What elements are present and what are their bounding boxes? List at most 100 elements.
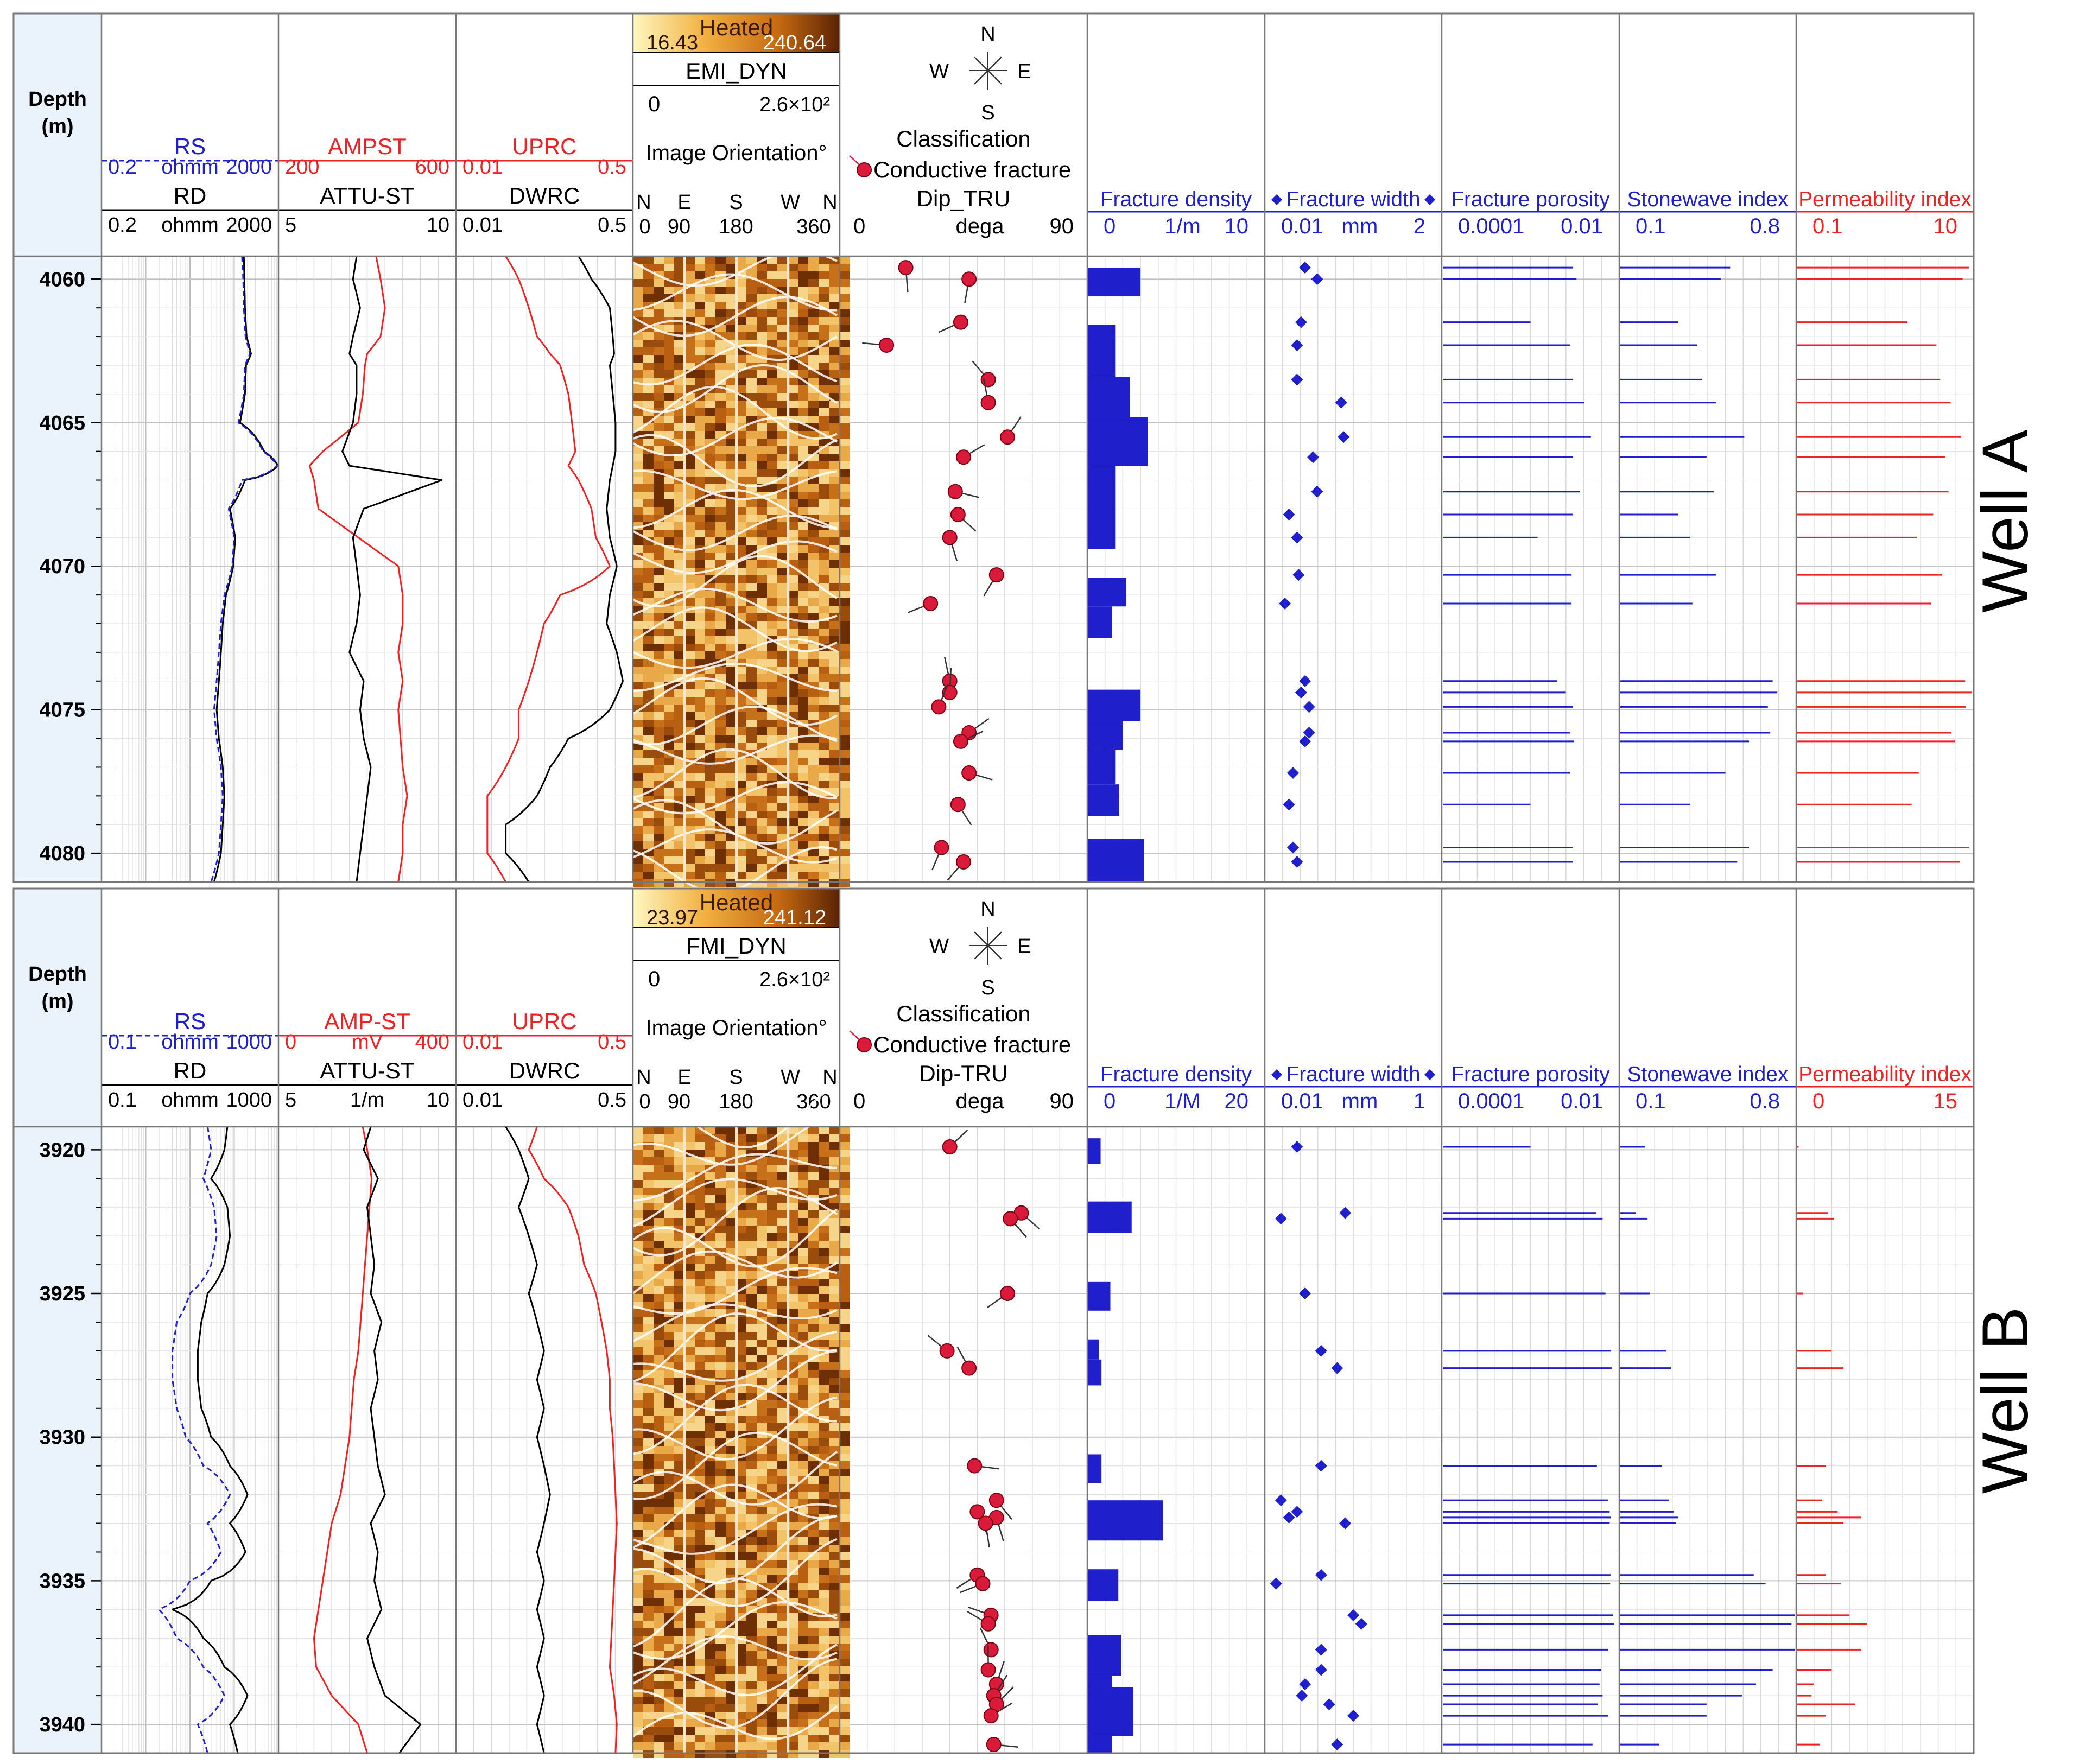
- image-pixel: [715, 781, 726, 789]
- image-pixel: [777, 1552, 788, 1560]
- image-pixel: [757, 1302, 768, 1310]
- image-pixel: [654, 553, 664, 561]
- image-pixel: [715, 1560, 726, 1568]
- width-diamond: [1291, 856, 1303, 868]
- image-pixel: [664, 256, 675, 264]
- image-pixel: [633, 1522, 644, 1530]
- image-pixel: [808, 1530, 819, 1538]
- image-pixel: [829, 1362, 840, 1370]
- image-pixel: [746, 1416, 757, 1424]
- image-pixel: [715, 1279, 726, 1287]
- image-pixel: [705, 1461, 716, 1469]
- image-pixel: [684, 1362, 695, 1370]
- depth-tick-label: 3925: [39, 1283, 85, 1305]
- image-pixel: [819, 629, 829, 637]
- image-pixel: [808, 629, 819, 637]
- image-pixel: [808, 659, 819, 667]
- image-pixel: [798, 484, 809, 492]
- image-pixel: [684, 1203, 695, 1211]
- image-pixel: [715, 1416, 726, 1424]
- image-pixel: [633, 1127, 644, 1135]
- image-pixel: [664, 705, 675, 713]
- image-pixel: [839, 439, 850, 447]
- image-pixel: [777, 1362, 788, 1370]
- image-pixel: [664, 446, 675, 454]
- image-name: FMI_DYN: [686, 933, 786, 959]
- image-pixel: [839, 727, 850, 735]
- image-pixel: [819, 1583, 829, 1591]
- image-pixel: [798, 1226, 809, 1234]
- image-pixel: [643, 1499, 654, 1507]
- image-pixel: [633, 583, 644, 591]
- image-pixel: [819, 1681, 829, 1690]
- image-pixel: [777, 1226, 788, 1234]
- well-label: Well A: [1969, 429, 2042, 613]
- image-pixel: [829, 1180, 840, 1188]
- width-diamond: [1299, 262, 1311, 274]
- image-pixel: [664, 416, 675, 424]
- image-pixel: [757, 1423, 768, 1431]
- image-pixel: [839, 674, 850, 682]
- image-pixel: [777, 1719, 788, 1728]
- image-pixel: [633, 674, 644, 682]
- image-pixel: [633, 1590, 644, 1598]
- image-pixel: [664, 856, 675, 865]
- image-pixel: [715, 553, 726, 561]
- tadpole-dot: [956, 855, 971, 869]
- image-pixel: [808, 1628, 819, 1636]
- image-pixel: [808, 705, 819, 713]
- image-pixel: [633, 1264, 644, 1272]
- orientation-dir: S: [729, 1066, 743, 1089]
- image-pixel: [643, 1613, 654, 1621]
- image-pixel: [705, 1385, 716, 1393]
- frac-scale-min: 0.0001: [1458, 1089, 1524, 1113]
- image-pixel: [705, 621, 716, 629]
- image-pixel: [643, 864, 654, 872]
- image-pixel: [777, 1233, 788, 1241]
- image-pixel: [746, 1165, 757, 1173]
- image-pixel: [757, 1454, 768, 1462]
- image-pixel: [643, 667, 654, 675]
- image-pixel: [798, 818, 809, 827]
- image-pixel: [643, 1583, 654, 1591]
- image-pixel: [643, 720, 654, 728]
- image-pixel: [798, 651, 809, 659]
- image-pixel: [705, 1150, 716, 1158]
- image-pixel: [643, 1134, 654, 1143]
- image-pixel: [839, 1674, 850, 1682]
- image-pixel: [829, 325, 840, 333]
- depth-tick-label: 4060: [39, 268, 85, 291]
- image-pixel: [819, 1575, 829, 1583]
- image-pixel: [705, 1416, 716, 1424]
- image-pixel: [715, 788, 726, 796]
- image-pixel: [695, 1666, 706, 1674]
- image-pixel: [767, 1674, 778, 1682]
- image-pixel: [684, 1514, 695, 1522]
- image-pixel: [777, 758, 788, 766]
- image-scale-max: 2.6×10²: [759, 968, 830, 991]
- scale-max: 1000: [226, 1089, 272, 1112]
- image-pixel: [798, 507, 809, 515]
- image-pixel: [798, 879, 809, 887]
- image-pixel: [684, 1279, 695, 1287]
- image-pixel: [705, 1606, 716, 1614]
- image-pixel: [684, 1697, 695, 1705]
- image-pixel: [664, 1492, 675, 1500]
- image-pixel: [664, 1598, 675, 1606]
- image-pixel: [819, 1507, 829, 1515]
- width-diamond: [1355, 1618, 1367, 1630]
- image-pixel: [664, 393, 675, 401]
- image-pixel: [633, 1172, 644, 1181]
- image-orientation-title: Image Orientation°: [646, 1016, 827, 1040]
- image-pixel: [684, 256, 695, 264]
- image-pixel: [829, 347, 840, 356]
- image-pixel: [777, 1704, 788, 1712]
- image-pixel: [767, 1127, 778, 1135]
- image-pixel: [767, 1332, 778, 1340]
- image-pixel: [746, 1218, 757, 1226]
- image-pixel: [643, 1484, 654, 1492]
- image-pixel: [715, 1590, 726, 1598]
- image-pixel: [757, 1324, 768, 1332]
- image-pixel: [767, 1537, 778, 1545]
